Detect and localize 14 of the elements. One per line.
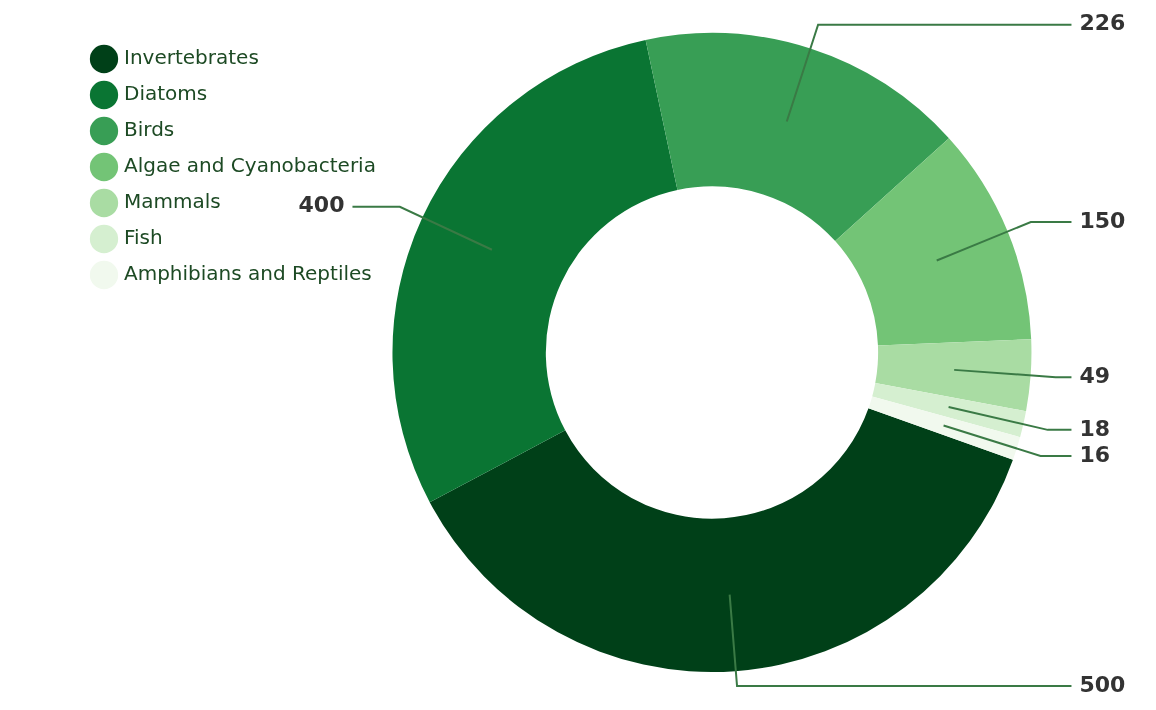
data-label: 150	[1079, 207, 1126, 233]
data-label: 226	[1079, 10, 1126, 36]
legend-label: Invertebrates	[124, 45, 259, 70]
data-label: 18	[1079, 415, 1111, 441]
legend-label: Diatoms	[124, 81, 208, 106]
legend-label: Mammals	[124, 189, 221, 214]
legend-label: Algae and Cyanobacteria	[124, 153, 376, 178]
data-label: 400	[298, 192, 345, 218]
legend-label: Birds	[124, 117, 175, 142]
legend-label: Amphibians and Reptiles	[124, 261, 372, 286]
data-label: 49	[1079, 362, 1111, 388]
data-label: 16	[1079, 441, 1111, 467]
data-label: 500	[1079, 671, 1126, 697]
legend-label: Fish	[124, 225, 163, 250]
